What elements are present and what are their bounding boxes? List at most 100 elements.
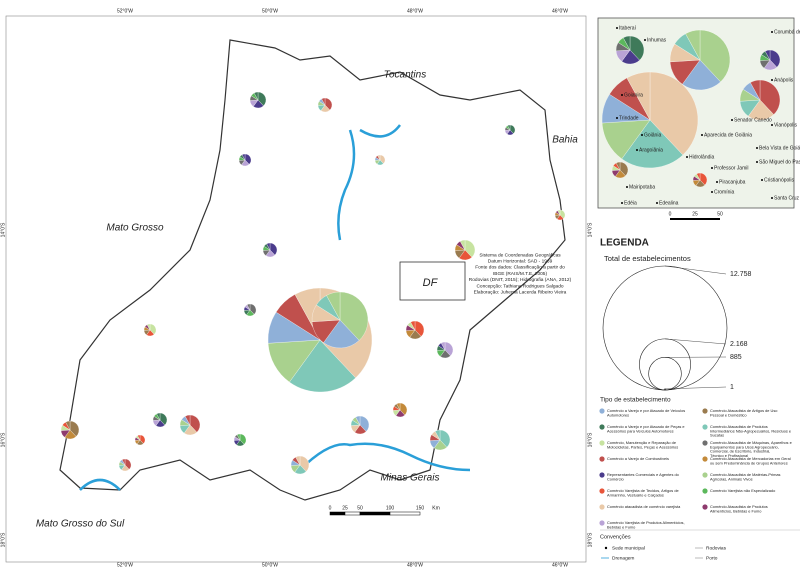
seat-dot	[686, 156, 688, 158]
region-label: Mato Grosso do Sul	[36, 519, 125, 530]
longitude-label: 46°0'W	[552, 8, 568, 14]
region-label: Mato Grosso	[106, 223, 164, 234]
place-label: São Miguel do Passa Quatro	[759, 159, 800, 165]
scale-label: 150	[416, 505, 425, 511]
seat-dot	[621, 94, 623, 96]
credit-line: Fonte dos dados: Classificação a partir …	[475, 265, 565, 271]
seat-dot	[771, 124, 773, 126]
type-swatch	[599, 504, 604, 509]
region-label: DF	[423, 277, 439, 289]
place-label: Hidrolândia	[689, 154, 715, 160]
scale-segment	[360, 512, 390, 515]
latitude-label: 14°0'S	[0, 222, 6, 237]
scale-label: 50	[357, 505, 363, 511]
seat-dot	[626, 186, 628, 188]
size-label: 12.758	[730, 271, 752, 278]
type-swatch	[599, 472, 604, 477]
seat-dot	[616, 117, 618, 119]
type-swatch	[599, 456, 604, 461]
seat-dot	[756, 161, 758, 163]
seat-dot	[644, 39, 646, 41]
seat-dot	[731, 119, 733, 121]
scale-label: Km	[432, 505, 440, 511]
type-swatch	[702, 424, 707, 429]
latitude-label: 16°0'S	[587, 432, 593, 447]
place-label: Piracanjuba	[719, 179, 746, 185]
place-label: Itaberaí	[619, 25, 637, 31]
type-swatch	[599, 520, 604, 525]
longitude-label: 50°0'W	[262, 8, 278, 14]
scale-label: 0	[329, 505, 332, 511]
place-label: Cromínia	[714, 189, 735, 195]
type-label: Comércio a Varejo e por Atacado de Peças…	[607, 424, 685, 433]
seat-dot	[716, 181, 718, 183]
size-label: 885	[730, 354, 742, 361]
type-label: Comércio Atacadista de Mercadorias em Ge…	[710, 456, 791, 465]
type-label: Comércio Varejista não Especializado	[710, 488, 775, 493]
place-label: Mairipotaba	[629, 184, 655, 190]
longitude-label: 52°0'W	[117, 562, 133, 568]
place-label: Corumbá de Goiás	[774, 29, 800, 35]
place-label: Goiânia	[644, 132, 661, 138]
longitude-label: 50°0'W	[262, 562, 278, 568]
size-label: 2.168	[730, 341, 748, 348]
place-label: Bela Vista de Goiás	[759, 145, 800, 151]
type-swatch	[702, 456, 707, 461]
latitude-label: 16°0'S	[0, 432, 6, 447]
region-label: Minas Gerais	[381, 473, 440, 484]
type-swatch	[599, 488, 604, 493]
credit-line: Rodovias (DNIT, 2015); Hidrografia (ANA,…	[469, 277, 572, 283]
latitude-label: 14°0'S	[587, 222, 593, 237]
seat-dot	[761, 179, 763, 181]
place-label: Anápolis	[774, 77, 794, 83]
seat-dot	[771, 197, 773, 199]
place-label: Aragoiânia	[639, 147, 663, 153]
seat-dot	[641, 134, 643, 136]
scale-label: 100	[386, 505, 395, 511]
place-label: Cristianópolis	[764, 177, 795, 183]
place-label: Inhumas	[647, 37, 667, 43]
scale-segment	[390, 512, 420, 515]
scale-segment	[345, 512, 360, 515]
type-swatch	[702, 408, 707, 413]
seat-dot	[756, 147, 758, 149]
convention-label: Drenagem	[612, 555, 634, 561]
place-label: Senador Canedo	[734, 117, 772, 123]
seat-dot	[711, 167, 713, 169]
conventions-title: Convenções	[600, 534, 631, 540]
longitude-label: 46°0'W	[552, 562, 568, 568]
credit-line: Elaboração: Juhema Lacerda Ribeiro Vieir…	[474, 289, 567, 295]
seat-dot	[636, 149, 638, 151]
inset-scale-label: 25	[692, 211, 698, 217]
legend-title: LEGENDA	[600, 238, 649, 249]
inset-scale-label: 50	[717, 211, 723, 217]
region-label: Bahia	[552, 135, 578, 146]
seat-dot	[616, 27, 618, 29]
longitude-label: 48°0'W	[407, 562, 423, 568]
longitude-label: 48°0'W	[407, 8, 423, 14]
latitude-label: 18°0'S	[0, 532, 6, 547]
convention-symbol	[605, 547, 607, 549]
inset-scale	[670, 218, 720, 220]
place-label: Goianira	[624, 92, 643, 98]
scale-segment	[330, 512, 345, 515]
type-swatch	[702, 488, 707, 493]
convention-label: Porto	[706, 555, 718, 561]
type-label: Comércio a Varejo de Combustíveis	[607, 456, 669, 461]
type-swatch	[702, 440, 707, 445]
seat-dot	[771, 79, 773, 81]
type-swatch	[702, 504, 707, 509]
credit-line: Concepção: Tathiana Rodrigues Salgado	[476, 283, 563, 289]
place-label: Professor Jamil	[714, 165, 748, 171]
seat-dot	[621, 202, 623, 204]
longitude-label: 52°0'W	[117, 8, 133, 14]
type-swatch	[702, 472, 707, 477]
place-label: Vianópolis	[774, 122, 797, 128]
seat-dot	[656, 202, 658, 204]
inset-scale-label: 0	[669, 211, 672, 217]
type-swatch	[599, 424, 604, 429]
seat-dot	[771, 31, 773, 33]
seat-dot	[711, 191, 713, 193]
convention-label: Sede municipal	[612, 545, 645, 551]
